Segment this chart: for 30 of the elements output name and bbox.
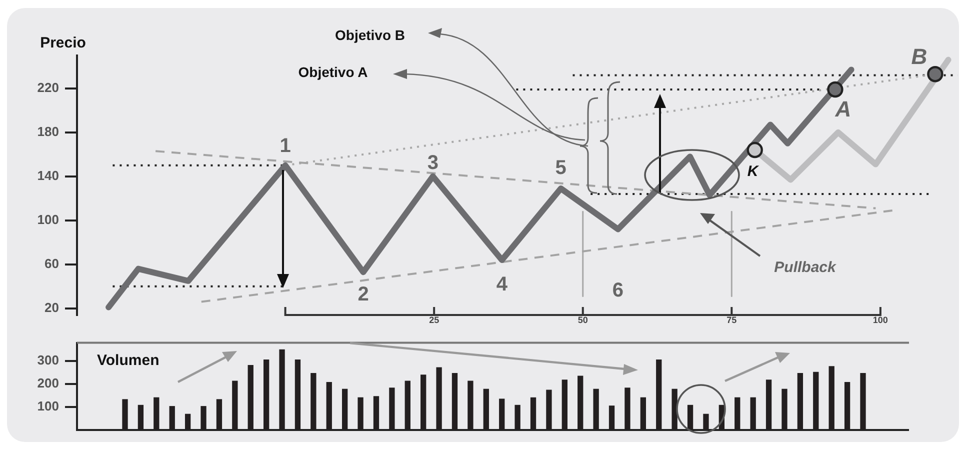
annotation: 5 <box>555 157 566 180</box>
point <box>827 81 844 98</box>
x-tick-label: 50 <box>578 314 588 325</box>
y-tick-label: 20 <box>44 300 59 315</box>
y-tick-label: 100 <box>37 398 59 414</box>
annotation: A <box>834 96 852 122</box>
annotation: 1 <box>280 134 291 157</box>
y-tick-label: 220 <box>37 80 59 95</box>
annotation: 6 <box>612 280 624 302</box>
y-axis-title: Precio <box>40 34 86 52</box>
annotation: K <box>747 163 760 180</box>
annotation: 3 <box>427 152 438 174</box>
point <box>746 142 763 158</box>
x-tick-label: 25 <box>429 314 440 325</box>
y-tick-label: 300 <box>37 352 59 368</box>
annotation: 2 <box>358 284 369 306</box>
y-tick-label: 200 <box>37 376 59 391</box>
x-tick-label: 100 <box>872 314 888 325</box>
y-axis-title: Volumen <box>97 352 160 369</box>
annotation: Objetivo A <box>298 64 368 80</box>
x-tick-label: 75 <box>726 314 737 325</box>
point <box>927 66 944 82</box>
y-tick-label: 60 <box>44 256 59 271</box>
y-tick-label: 100 <box>37 212 59 227</box>
y-tick-label: 140 <box>37 168 59 183</box>
text: Objetivo B <box>334 26 406 43</box>
annotation: B <box>911 44 928 70</box>
y-tick-label: 180 <box>37 124 59 139</box>
annotation: 4 <box>496 274 508 296</box>
annotation: Pullback <box>774 259 836 276</box>
